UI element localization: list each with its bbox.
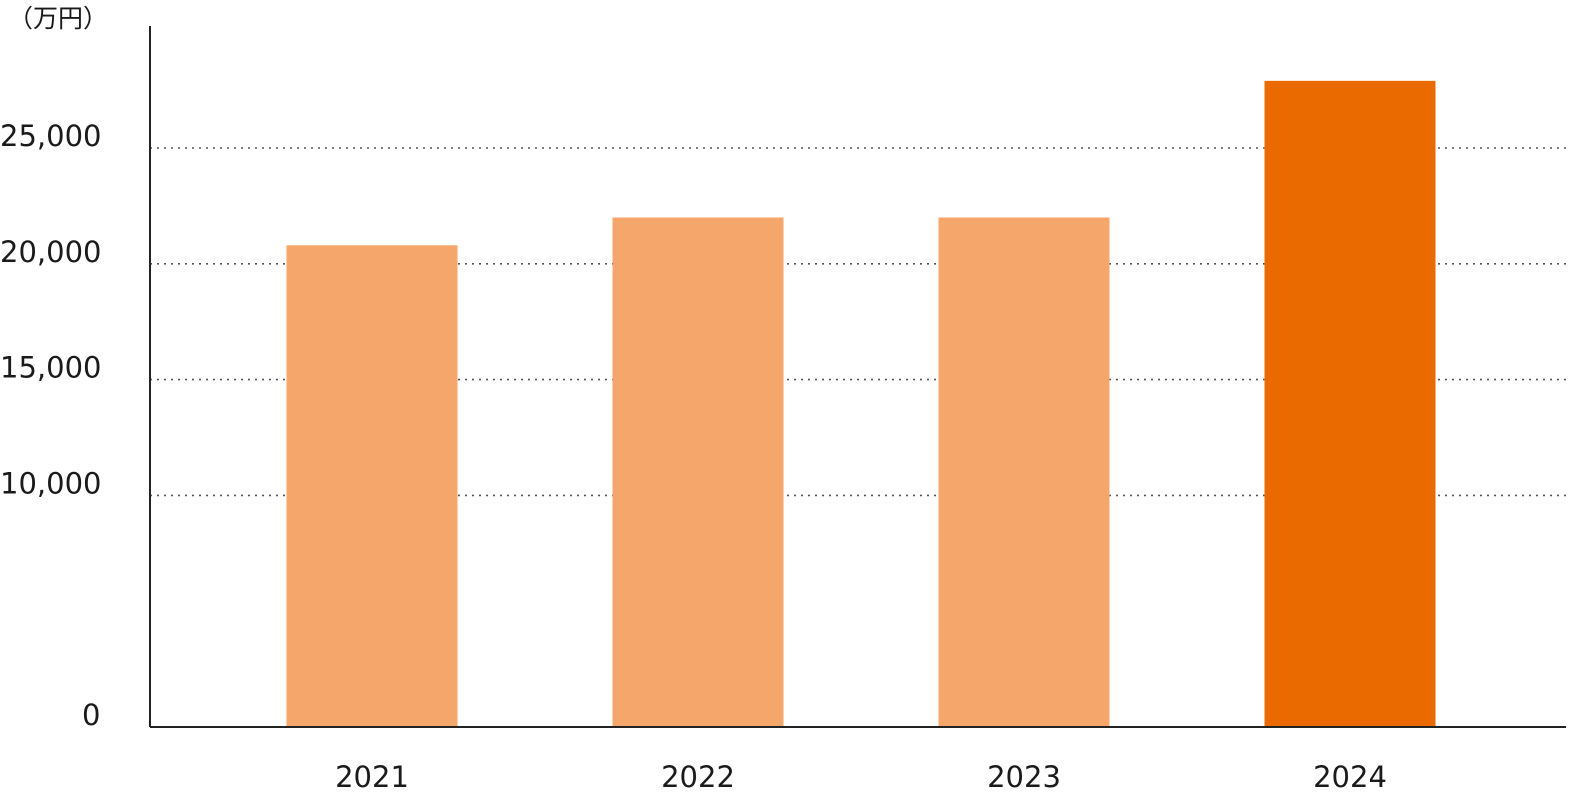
labels: （万円） 0 10,000 15,000 20,000 25,000 2021 2022 202… — [0, 4, 1387, 794]
y-tick-label-0: 0 — [82, 698, 100, 732]
y-tick-label-15000: 15,000 — [0, 351, 101, 385]
bar-2022 — [612, 217, 784, 728]
x-tick-label-2021: 2021 — [335, 760, 409, 794]
y-axis-unit-label: （万円） — [8, 4, 108, 33]
axes — [149, 26, 1566, 728]
y-tick-label-20000: 20,000 — [0, 235, 101, 269]
x-tick-label-2022: 2022 — [661, 760, 735, 794]
x-tick-label-2024: 2024 — [1313, 760, 1387, 794]
y-tick-label-25000: 25,000 — [0, 119, 101, 153]
bar-2021 — [286, 245, 458, 727]
x-tick-label-2023: 2023 — [987, 760, 1061, 794]
bar-2023 — [938, 217, 1110, 728]
bars — [286, 80, 1436, 728]
grid-lines — [150, 147, 1566, 497]
y-tick-label-10000: 10,000 — [0, 466, 101, 500]
bar-2024 — [1264, 80, 1436, 727]
